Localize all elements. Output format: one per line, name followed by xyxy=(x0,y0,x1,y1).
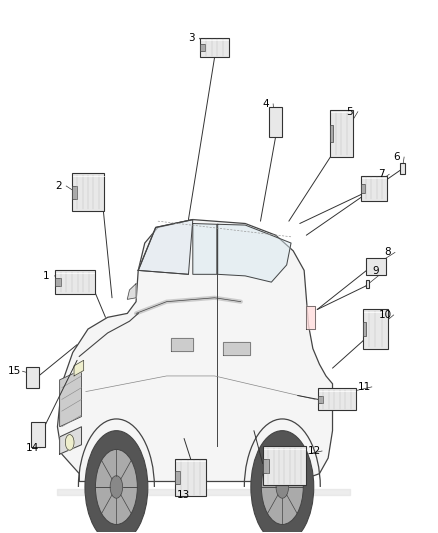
Bar xyxy=(72,185,77,199)
Bar xyxy=(400,163,405,174)
Bar xyxy=(330,125,333,142)
Polygon shape xyxy=(171,338,193,351)
Text: 3: 3 xyxy=(188,33,195,43)
Text: 10: 10 xyxy=(379,310,392,320)
Polygon shape xyxy=(127,284,136,300)
Bar xyxy=(361,176,387,201)
Bar xyxy=(363,322,367,336)
Bar xyxy=(263,446,306,486)
Bar xyxy=(363,310,388,349)
Text: 6: 6 xyxy=(393,152,399,162)
Polygon shape xyxy=(74,360,84,376)
Bar xyxy=(366,258,386,275)
Text: 8: 8 xyxy=(384,247,390,257)
Text: 11: 11 xyxy=(357,382,371,392)
Bar xyxy=(201,44,205,51)
Text: 13: 13 xyxy=(177,490,190,500)
Bar xyxy=(55,270,95,294)
Bar xyxy=(175,459,206,496)
Bar xyxy=(25,367,39,387)
Text: 9: 9 xyxy=(373,266,379,276)
Text: 7: 7 xyxy=(378,169,385,179)
Polygon shape xyxy=(138,220,193,274)
Polygon shape xyxy=(218,224,291,282)
Bar xyxy=(318,395,323,403)
Text: 4: 4 xyxy=(262,99,268,109)
Circle shape xyxy=(95,449,138,524)
Circle shape xyxy=(110,476,123,498)
Bar xyxy=(201,38,229,58)
Polygon shape xyxy=(223,342,250,355)
Bar xyxy=(263,459,269,473)
Circle shape xyxy=(85,431,148,533)
Bar xyxy=(330,110,353,157)
Polygon shape xyxy=(60,370,81,427)
Text: 12: 12 xyxy=(307,446,321,456)
Circle shape xyxy=(65,434,74,450)
Text: 5: 5 xyxy=(346,107,353,117)
Bar xyxy=(31,422,45,447)
Polygon shape xyxy=(306,305,315,329)
Bar xyxy=(72,173,104,211)
Bar xyxy=(366,280,369,288)
Polygon shape xyxy=(57,220,332,481)
Polygon shape xyxy=(60,427,81,454)
Circle shape xyxy=(261,449,303,524)
Bar xyxy=(55,278,61,286)
Text: 2: 2 xyxy=(55,181,62,191)
Bar xyxy=(361,184,365,193)
Bar xyxy=(318,389,356,410)
Circle shape xyxy=(276,476,289,498)
Text: 15: 15 xyxy=(8,366,21,376)
Bar xyxy=(269,107,283,137)
Polygon shape xyxy=(193,223,217,274)
Bar xyxy=(175,471,180,484)
Circle shape xyxy=(251,431,314,533)
Text: 1: 1 xyxy=(43,271,50,281)
Text: 14: 14 xyxy=(25,443,39,453)
